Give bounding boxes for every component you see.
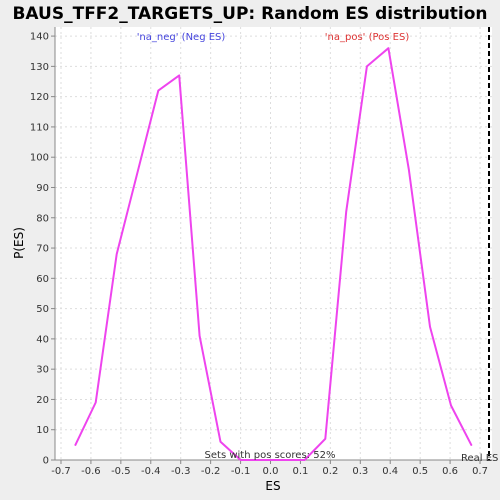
x-tick-label: 0.7 xyxy=(472,466,488,477)
chart-title: BAUS_TFF2_TARGETS_UP: Random ES distribu… xyxy=(12,4,487,24)
y-tick-label: 60 xyxy=(36,274,49,285)
y-tick-label: 140 xyxy=(30,32,49,43)
x-tick-label: 0.4 xyxy=(382,466,398,477)
y-tick-label: 120 xyxy=(30,92,49,103)
grid xyxy=(55,27,492,461)
y-tick-label: 110 xyxy=(30,122,49,133)
y-tick-label: 20 xyxy=(36,395,49,406)
y-tick-label: 70 xyxy=(36,244,49,255)
x-tick-label: -0.2 xyxy=(201,466,221,477)
x-tick-label: -0.6 xyxy=(81,466,101,477)
x-tick-label: 0.3 xyxy=(352,466,368,477)
y-tick-label: 10 xyxy=(36,425,49,436)
x-axis-label: ES xyxy=(265,479,280,493)
real-es-label: Real ES xyxy=(461,453,498,464)
y-tick-label: 130 xyxy=(30,62,49,73)
x-tick-label: -0.3 xyxy=(171,466,191,477)
tick-labels: -0.7 -0.6 -0.5 -0.4 -0.3 -0.2 -0.1 0.0 0.1 0.2 0.3… xyxy=(30,32,488,477)
x-tick-label: -0.7 xyxy=(51,466,71,477)
pos-scores-annotation: Sets with pos scores: 52% xyxy=(205,450,336,461)
y-tick-label: 100 xyxy=(30,153,49,164)
y-tick-label: 0 xyxy=(43,456,49,467)
y-tick-label: 90 xyxy=(36,183,49,194)
x-tick-label: 0.1 xyxy=(292,466,308,477)
y-tick-label: 50 xyxy=(36,304,49,315)
series xyxy=(74,47,473,461)
neg-es-label: 'na_neg' (Neg ES) xyxy=(137,32,226,43)
x-tick-label: 0.6 xyxy=(442,466,458,477)
y-tick-label: 80 xyxy=(36,213,49,224)
x-tick-label: 0.2 xyxy=(322,466,338,477)
pos-es-label: 'na_pos' (Pos ES) xyxy=(325,32,410,43)
x-tick-label: -0.5 xyxy=(111,466,131,477)
y-tick-label: 40 xyxy=(36,334,49,345)
x-tick-label: 0.0 xyxy=(263,466,279,477)
series-line xyxy=(74,47,473,461)
x-tick-label: 0.5 xyxy=(412,466,428,477)
x-tick-label: -0.4 xyxy=(141,466,161,477)
y-axis-label: P(ES) xyxy=(12,227,26,259)
x-tick-label: -0.1 xyxy=(231,466,251,477)
y-tick-label: 30 xyxy=(36,365,49,376)
